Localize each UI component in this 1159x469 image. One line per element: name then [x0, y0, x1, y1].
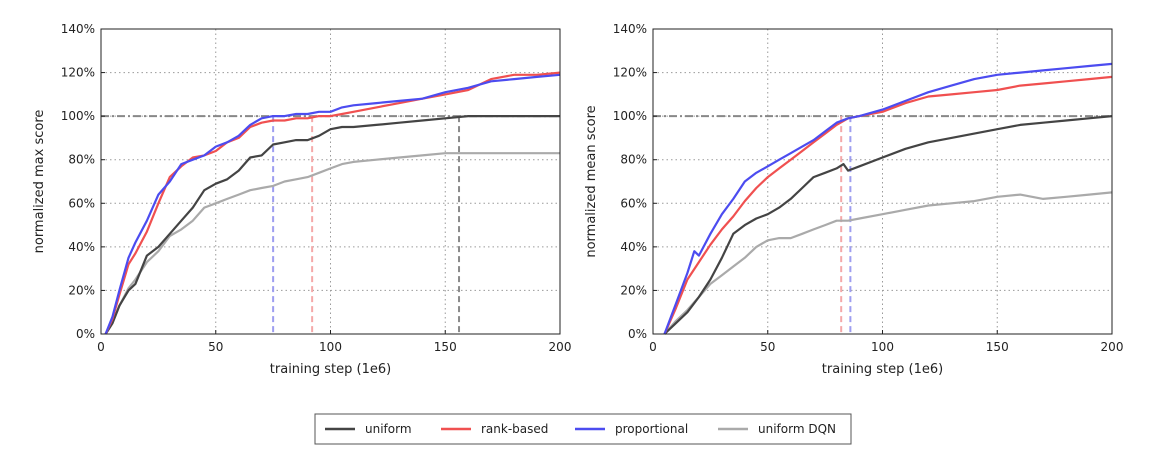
series-line-proportional	[104, 73, 561, 335]
y-tick-label: 120%	[613, 66, 647, 80]
y-tick-label: 100%	[613, 109, 647, 123]
y-tick-label: 0%	[76, 327, 95, 341]
x-tick-label: 0	[649, 340, 657, 354]
series-line-rank-based	[663, 75, 1113, 335]
x-tick-label: 50	[760, 340, 775, 354]
x-tick-label: 150	[986, 340, 1009, 354]
x-tick-label: 150	[434, 340, 457, 354]
y-tick-label: 20%	[68, 283, 95, 297]
y-tick-label: 60%	[620, 196, 647, 210]
x-tick-label: 50	[208, 340, 223, 354]
legend-label: uniform	[365, 422, 412, 436]
legend: uniform rank-based proportional uniform …	[314, 413, 852, 445]
series-line-uniform	[104, 115, 560, 335]
y-axis-label: normalized max score	[32, 110, 47, 254]
y-tick-label: 140%	[613, 22, 647, 36]
plot-max-score: 0 50 100 150 200 0% 20% 40% 60% 80% 100% 120% 140% tr…	[32, 22, 571, 377]
y-tick-label: 60%	[68, 196, 95, 210]
y-tick-label: 80%	[620, 153, 647, 167]
y-tick-label: 80%	[68, 153, 95, 167]
series-line-rank-based	[104, 71, 561, 335]
y-tick-label: 40%	[68, 240, 95, 254]
y-tick-label: 100%	[61, 109, 95, 123]
legend-label: uniform DQN	[758, 422, 836, 436]
y-tick-label: 20%	[620, 283, 647, 297]
legend-label: proportional	[615, 422, 688, 436]
legend-entry-uniform: uniform	[325, 422, 412, 436]
x-tick-label: 200	[1101, 340, 1124, 354]
legend-label: rank-based	[481, 422, 548, 436]
legend-entry-proportional: proportional	[575, 422, 688, 436]
legend-entry-rank-based: rank-based	[441, 422, 548, 436]
y-tick-label: 140%	[61, 22, 95, 36]
series-line-uniform-dqn	[663, 191, 1113, 335]
series-line-proportional	[663, 62, 1113, 335]
x-tick-label: 0	[97, 340, 105, 354]
x-axis-label: training step (1e6)	[270, 362, 391, 377]
plot-mean-score: 0 50 100 150 200 0% 20% 40% 60% 80% 100% 120% 140% tr…	[584, 22, 1123, 377]
y-axis-label: normalized mean score	[584, 105, 599, 257]
y-tick-label: 120%	[61, 66, 95, 80]
x-tick-label: 100	[871, 340, 894, 354]
series-line-uniform-dqn	[104, 152, 560, 335]
y-tick-label: 40%	[620, 240, 647, 254]
series-line-uniform	[663, 115, 1113, 335]
y-tick-label: 0%	[628, 327, 647, 341]
x-tick-label: 200	[549, 340, 572, 354]
legend-entry-uniform-dqn: uniform DQN	[718, 422, 836, 436]
x-axis-label: training step (1e6)	[822, 362, 943, 377]
x-tick-label: 100	[319, 340, 342, 354]
